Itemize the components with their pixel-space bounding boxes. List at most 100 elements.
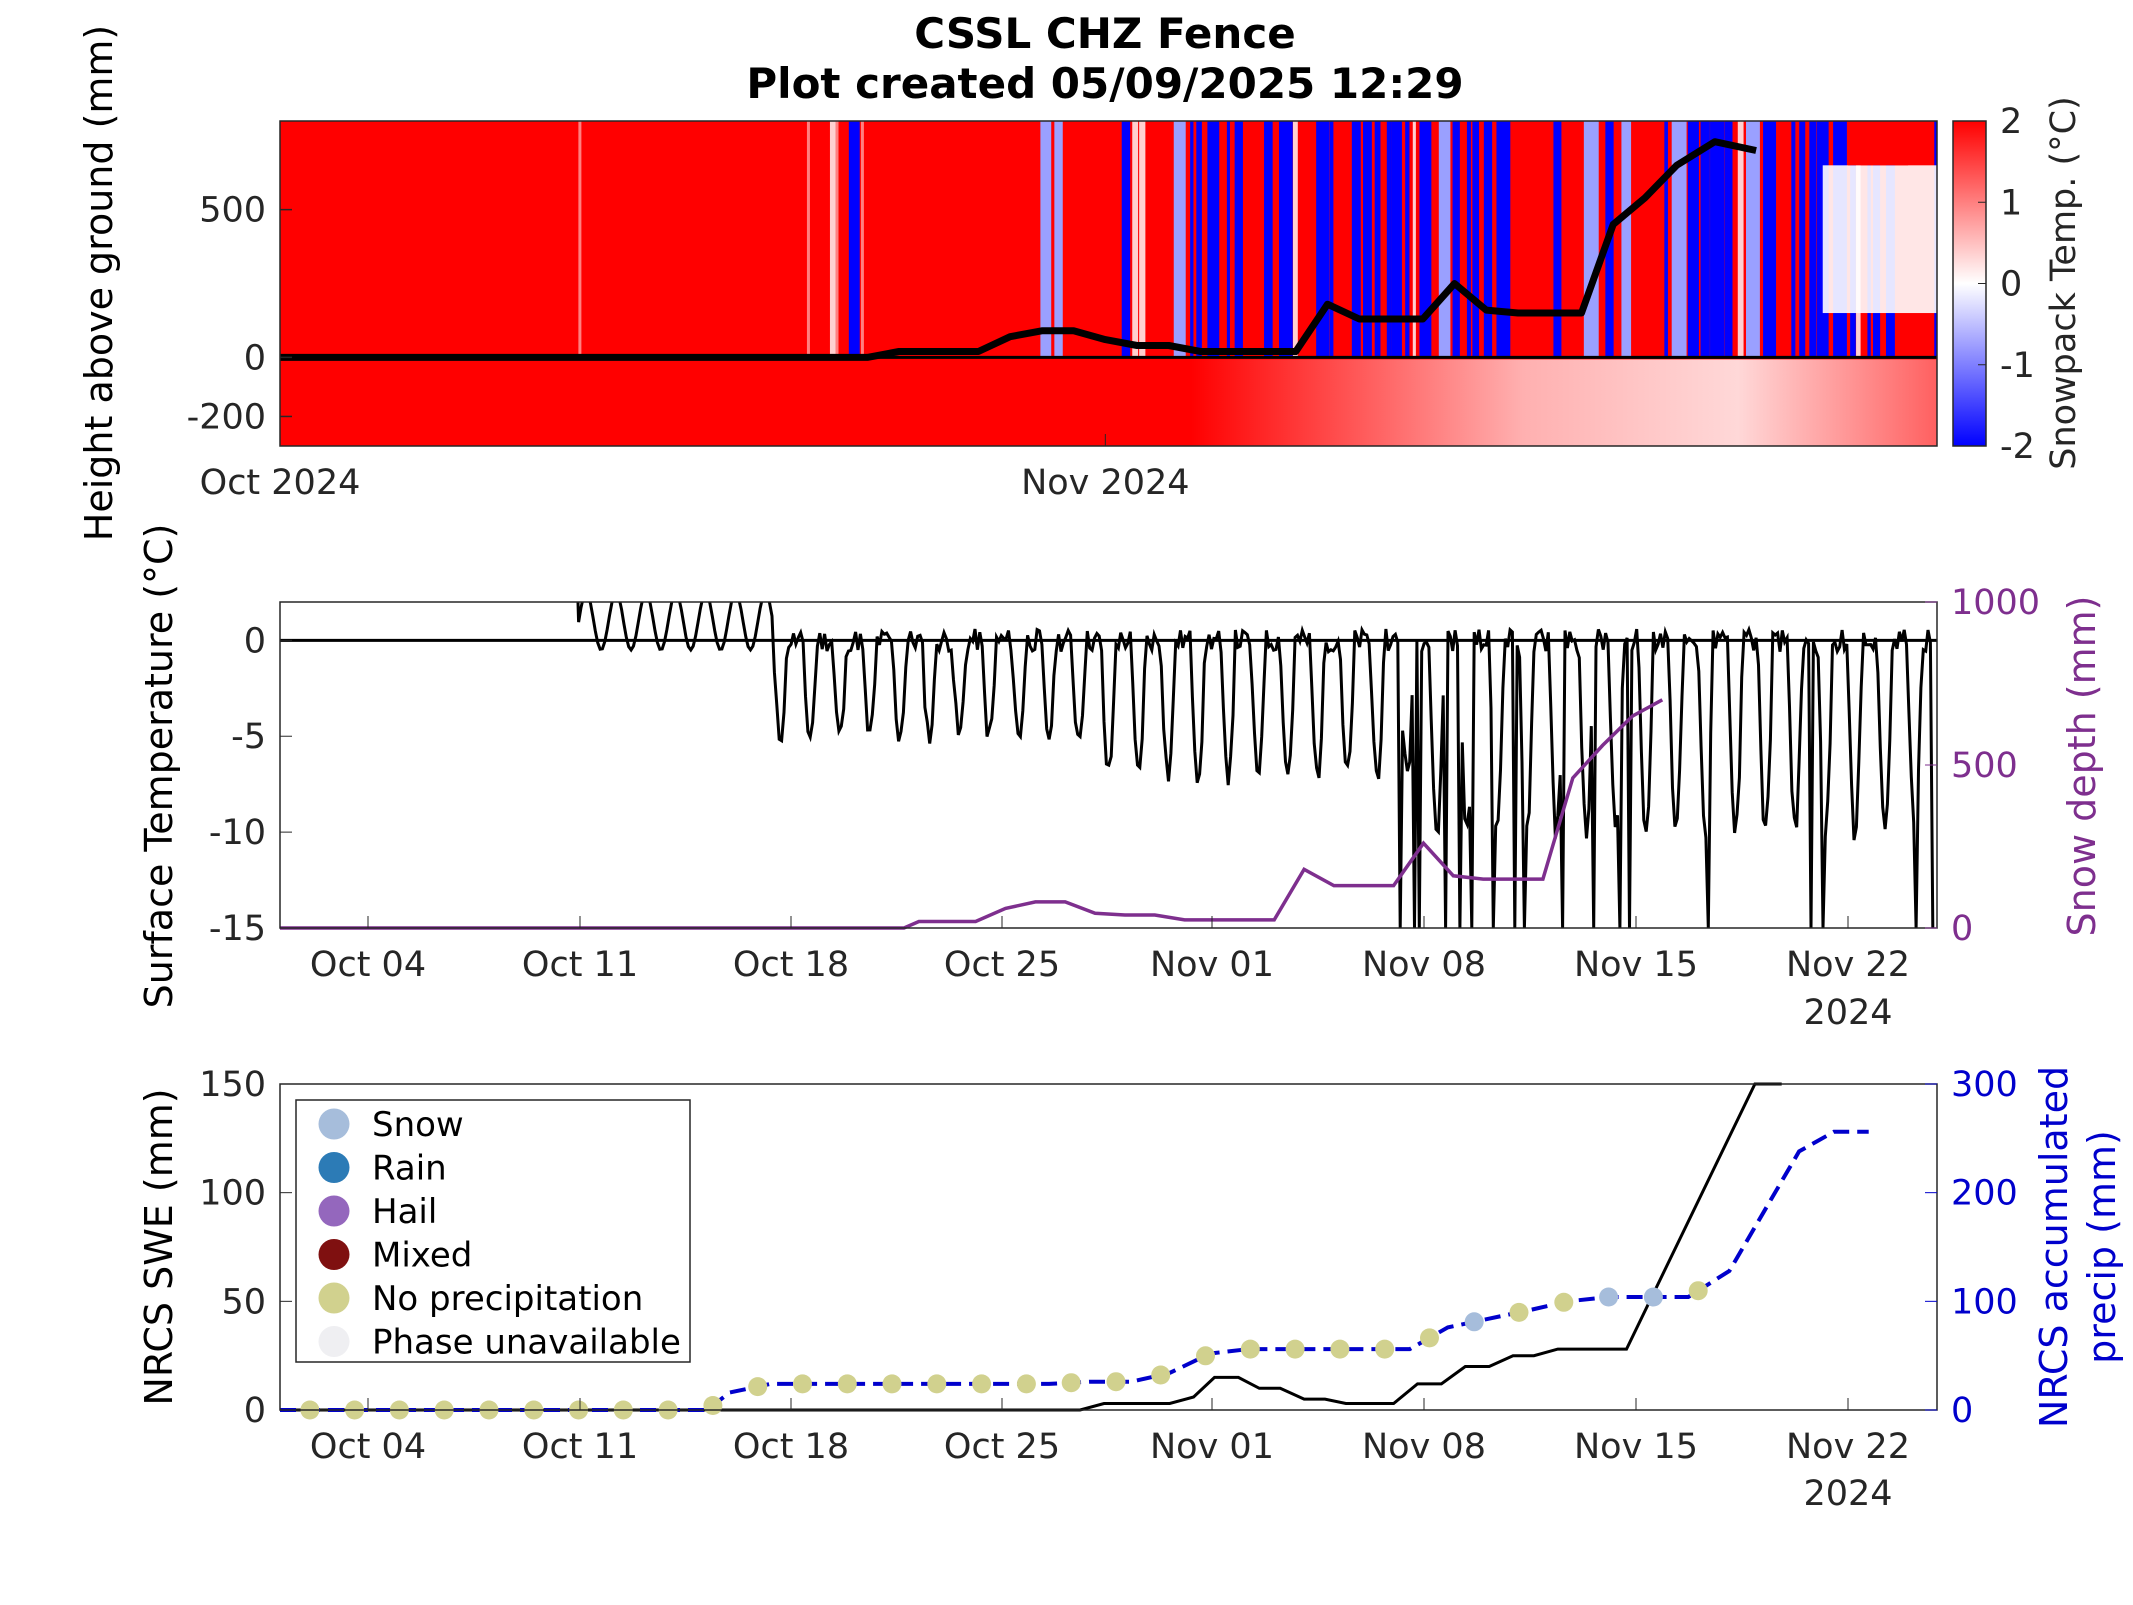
x-year-label: 2024 xyxy=(1803,993,1892,1033)
heatmap-cell xyxy=(1799,121,1806,358)
colorbar-tick-label: 2 xyxy=(2000,102,2022,142)
title-line-1: CSSL CHZ Fence xyxy=(914,9,1295,58)
colorbar-tick-label: 1 xyxy=(2000,183,2022,223)
heatmap-cell xyxy=(860,121,864,358)
y-axis-label: NRCS SWE (mm) xyxy=(137,1088,181,1405)
heatmap-cell xyxy=(1496,121,1511,358)
heatmap-cell xyxy=(1687,121,1699,358)
precip-dot xyxy=(1106,1372,1126,1392)
precip-dot xyxy=(1688,1281,1708,1301)
plot-frame xyxy=(279,120,1938,447)
x-tick-label: Oct 25 xyxy=(944,1427,1060,1467)
y2-tick-label: 0 xyxy=(1951,1391,1973,1431)
x-year-label: 2024 xyxy=(1803,1474,1892,1514)
heatmap-cell xyxy=(829,121,838,358)
heatmap-cell xyxy=(1386,121,1392,358)
heatmap-cell xyxy=(1664,121,1668,358)
y-tick-label: 0 xyxy=(244,338,266,378)
heatmap-cell xyxy=(1700,121,1710,358)
x-tick-label: Oct 18 xyxy=(733,1427,849,1467)
precip-dot xyxy=(1554,1292,1574,1312)
precip-dot xyxy=(1599,1287,1619,1307)
heatmap-cell xyxy=(1483,121,1493,358)
title-line-2: Plot created 05/09/2025 12:29 xyxy=(746,59,1463,108)
y-tick-label: 100 xyxy=(199,1174,266,1214)
legend-marker xyxy=(318,1195,350,1227)
heatmap-cell xyxy=(1190,121,1194,358)
heatmap-cell xyxy=(806,121,810,358)
precip-dot xyxy=(1509,1302,1529,1322)
heatmap-cell xyxy=(1452,121,1460,358)
x-tick-label: Oct 11 xyxy=(522,1427,638,1467)
heatmap-cell xyxy=(1292,121,1298,358)
surface-temperature-line xyxy=(576,602,1935,928)
swe-line xyxy=(289,1082,1782,1412)
snow-depth-series xyxy=(280,698,1664,930)
surface-temperature-panel: 0 -5 -10 -15 1000 500 0 Oct 04 Oct 11 Oct 18 Oct 2… xyxy=(137,524,2104,1033)
heatmap-cell xyxy=(1132,121,1139,358)
precip-dot xyxy=(1061,1373,1081,1393)
x-tick-label: Oct 11 xyxy=(522,945,638,985)
legend-marker xyxy=(318,1108,350,1140)
swe-precip-panel: 150 100 50 0 300 200 100 0 Oct 04 Oct 11 Oct 18 Oct… xyxy=(137,1065,2124,1514)
legend-marker xyxy=(318,1326,350,1357)
colorbar-label: Snowpack Temp. (°C) xyxy=(2044,96,2084,470)
heatmap-cell xyxy=(1737,121,1744,358)
y-tick-label: 0 xyxy=(244,621,266,661)
heatmap-cell xyxy=(1816,121,1829,358)
precip-dot xyxy=(1643,1287,1663,1307)
x-tick-label: Nov 08 xyxy=(1362,1427,1486,1467)
legend-label: Mixed xyxy=(372,1236,472,1276)
x-tick-label: Nov 2024 xyxy=(1021,463,1190,503)
precip-dot xyxy=(1285,1339,1305,1359)
heatmap-cell xyxy=(1412,121,1416,358)
heatmap-cell xyxy=(1848,121,1909,166)
legend-marker xyxy=(318,1239,350,1270)
heatmap-cell xyxy=(1472,121,1480,358)
snow-depth-line xyxy=(280,138,1757,361)
heatmap-cell xyxy=(1553,121,1562,358)
heatmap-cell xyxy=(1139,121,1146,358)
heatmap-stripes xyxy=(578,121,1937,358)
heatmap-cell xyxy=(1809,121,1817,358)
heatmap-cell xyxy=(1121,121,1131,358)
heatmap-cell xyxy=(1710,121,1725,358)
heatmap-cell xyxy=(1374,121,1381,358)
heatmap-cell xyxy=(1466,121,1471,358)
y-axis-label: Surface Temperature (°C) xyxy=(137,524,181,1009)
y2-axis-label: precip (mm) xyxy=(2080,1130,2124,1364)
heatmap-cell xyxy=(1362,121,1372,358)
y-tick-label: -10 xyxy=(209,813,266,853)
y2-tick-label: 300 xyxy=(1951,1065,2018,1105)
heatmap-cell xyxy=(1583,121,1599,358)
y2-axis-label: NRCS accumulated xyxy=(2032,1066,2076,1428)
y2-axis-label: Snow depth (mm) xyxy=(2060,596,2104,937)
y2-tick-label: 1000 xyxy=(1951,583,2040,623)
x-tick-label: Nov 08 xyxy=(1362,945,1486,985)
x-tick-label: Nov 22 xyxy=(1786,1427,1910,1467)
heatmap-cell xyxy=(1226,121,1230,358)
y-tick-label: -5 xyxy=(231,717,266,757)
x-tick-label: Oct 2024 xyxy=(200,463,361,503)
x-tick-label: Nov 15 xyxy=(1574,1427,1698,1467)
y-tick-label: 500 xyxy=(199,191,266,231)
precip-dot xyxy=(1330,1339,1350,1359)
y2-tick-label: 200 xyxy=(1951,1174,2018,1214)
legend-box xyxy=(295,1099,691,1363)
x-tick-label: Nov 22 xyxy=(1786,945,1910,985)
precip-dot xyxy=(1420,1328,1439,1348)
heatmap-cell xyxy=(578,121,582,358)
x-tick-label: Oct 04 xyxy=(310,1427,426,1467)
precip-dot xyxy=(1240,1339,1260,1359)
heatmap-cell xyxy=(1621,121,1632,358)
plot-frame xyxy=(279,1083,1938,1411)
y-tick-label: -200 xyxy=(187,397,266,437)
legend-marker xyxy=(318,1152,350,1183)
y-tick-label: 150 xyxy=(199,1065,266,1105)
heatmap-cell xyxy=(1054,121,1063,358)
heatmap-cell xyxy=(1234,121,1243,358)
precip-dot xyxy=(1016,1374,1036,1394)
precip-dot xyxy=(793,1374,812,1394)
